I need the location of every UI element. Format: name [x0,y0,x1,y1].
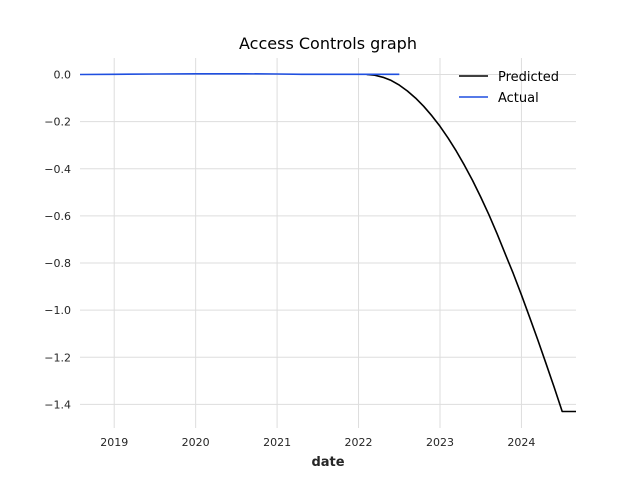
series-line-predicted [366,73,576,413]
y-tick-label: −1.4 [44,398,71,411]
x-tick-label: 2019 [100,436,128,449]
x-tick-label: 2023 [426,436,454,449]
chart-title: Access Controls graph [239,34,417,53]
x-tick-label: 2024 [507,436,535,449]
x-tick-label: 2020 [182,436,210,449]
grid [80,58,576,428]
x-axis-ticks: 2019 2020 2021 2022 2023 2024 [100,436,535,449]
y-tick-label: −1.0 [44,304,71,317]
y-tick-label: 0.0 [54,68,72,81]
y-tick-label: −0.4 [44,163,71,176]
y-tick-label: −1.2 [44,351,71,364]
y-axis-ticks: 0.0 −0.2 −0.4 −0.6 −0.8 −1.0 −1.2 −1.4 [44,68,71,411]
x-tick-label: 2022 [345,436,373,449]
x-axis-label: date [311,455,344,470]
legend-label-actual: Actual [498,91,539,106]
legend: Predicted Actual [459,70,559,106]
series-lines [79,73,576,413]
legend-label-predicted: Predicted [498,70,559,85]
y-tick-label: −0.2 [44,116,71,129]
y-tick-label: −0.8 [44,257,71,270]
series-line-actual [79,73,400,76]
y-tick-label: −0.6 [44,210,71,223]
x-tick-label: 2021 [263,436,291,449]
